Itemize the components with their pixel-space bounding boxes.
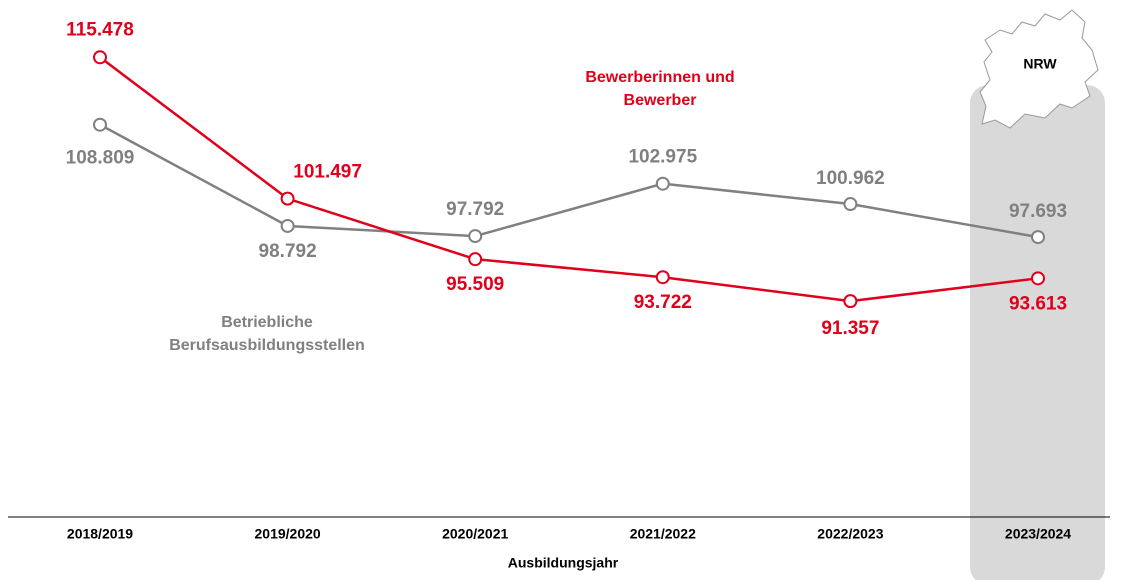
marker <box>655 270 670 285</box>
marker <box>843 197 858 212</box>
x-tick-label: 2018/2019 <box>67 526 133 542</box>
value-label: 91.357 <box>821 318 879 339</box>
x-tick-label: 2019/2020 <box>255 526 321 542</box>
value-label: 97.792 <box>446 199 504 220</box>
value-label: 95.509 <box>446 274 504 295</box>
x-tick-label: 2021/2022 <box>630 526 696 542</box>
marker <box>93 50 107 65</box>
annotation: NRW <box>1023 56 1057 72</box>
x-tick-label: 2022/2023 <box>817 526 883 542</box>
nrw-map <box>979 9 1099 129</box>
value-label: 100.962 <box>816 168 885 189</box>
marker <box>468 229 483 244</box>
series-label: Betriebliche Berufsausbildungsstellen <box>169 314 365 354</box>
marker <box>655 176 670 191</box>
marker <box>468 252 483 267</box>
x-axis-label: Ausbildungsjahr <box>508 555 619 571</box>
value-label: 93.613 <box>1009 293 1067 314</box>
x-tick-label: 2020/2021 <box>442 526 508 542</box>
marker <box>1031 271 1045 286</box>
value-label: 108.809 <box>66 148 135 169</box>
value-label: 102.975 <box>628 147 697 168</box>
series-line <box>99 56 1039 303</box>
marker <box>1031 230 1045 245</box>
marker <box>93 117 107 132</box>
marker <box>280 218 295 233</box>
series-line <box>99 123 1039 239</box>
value-label: 101.497 <box>293 162 362 183</box>
highlight-band <box>970 85 1105 580</box>
value-label: 93.722 <box>634 292 692 313</box>
value-label: 115.478 <box>66 19 134 40</box>
marker <box>843 294 858 309</box>
value-label: 98.792 <box>259 241 317 262</box>
series-label: Bewerberinnen und Bewerber <box>585 69 735 109</box>
value-label: 97.693 <box>1009 201 1067 222</box>
x-tick-label: 2023/2024 <box>1005 526 1071 542</box>
marker <box>280 191 295 206</box>
